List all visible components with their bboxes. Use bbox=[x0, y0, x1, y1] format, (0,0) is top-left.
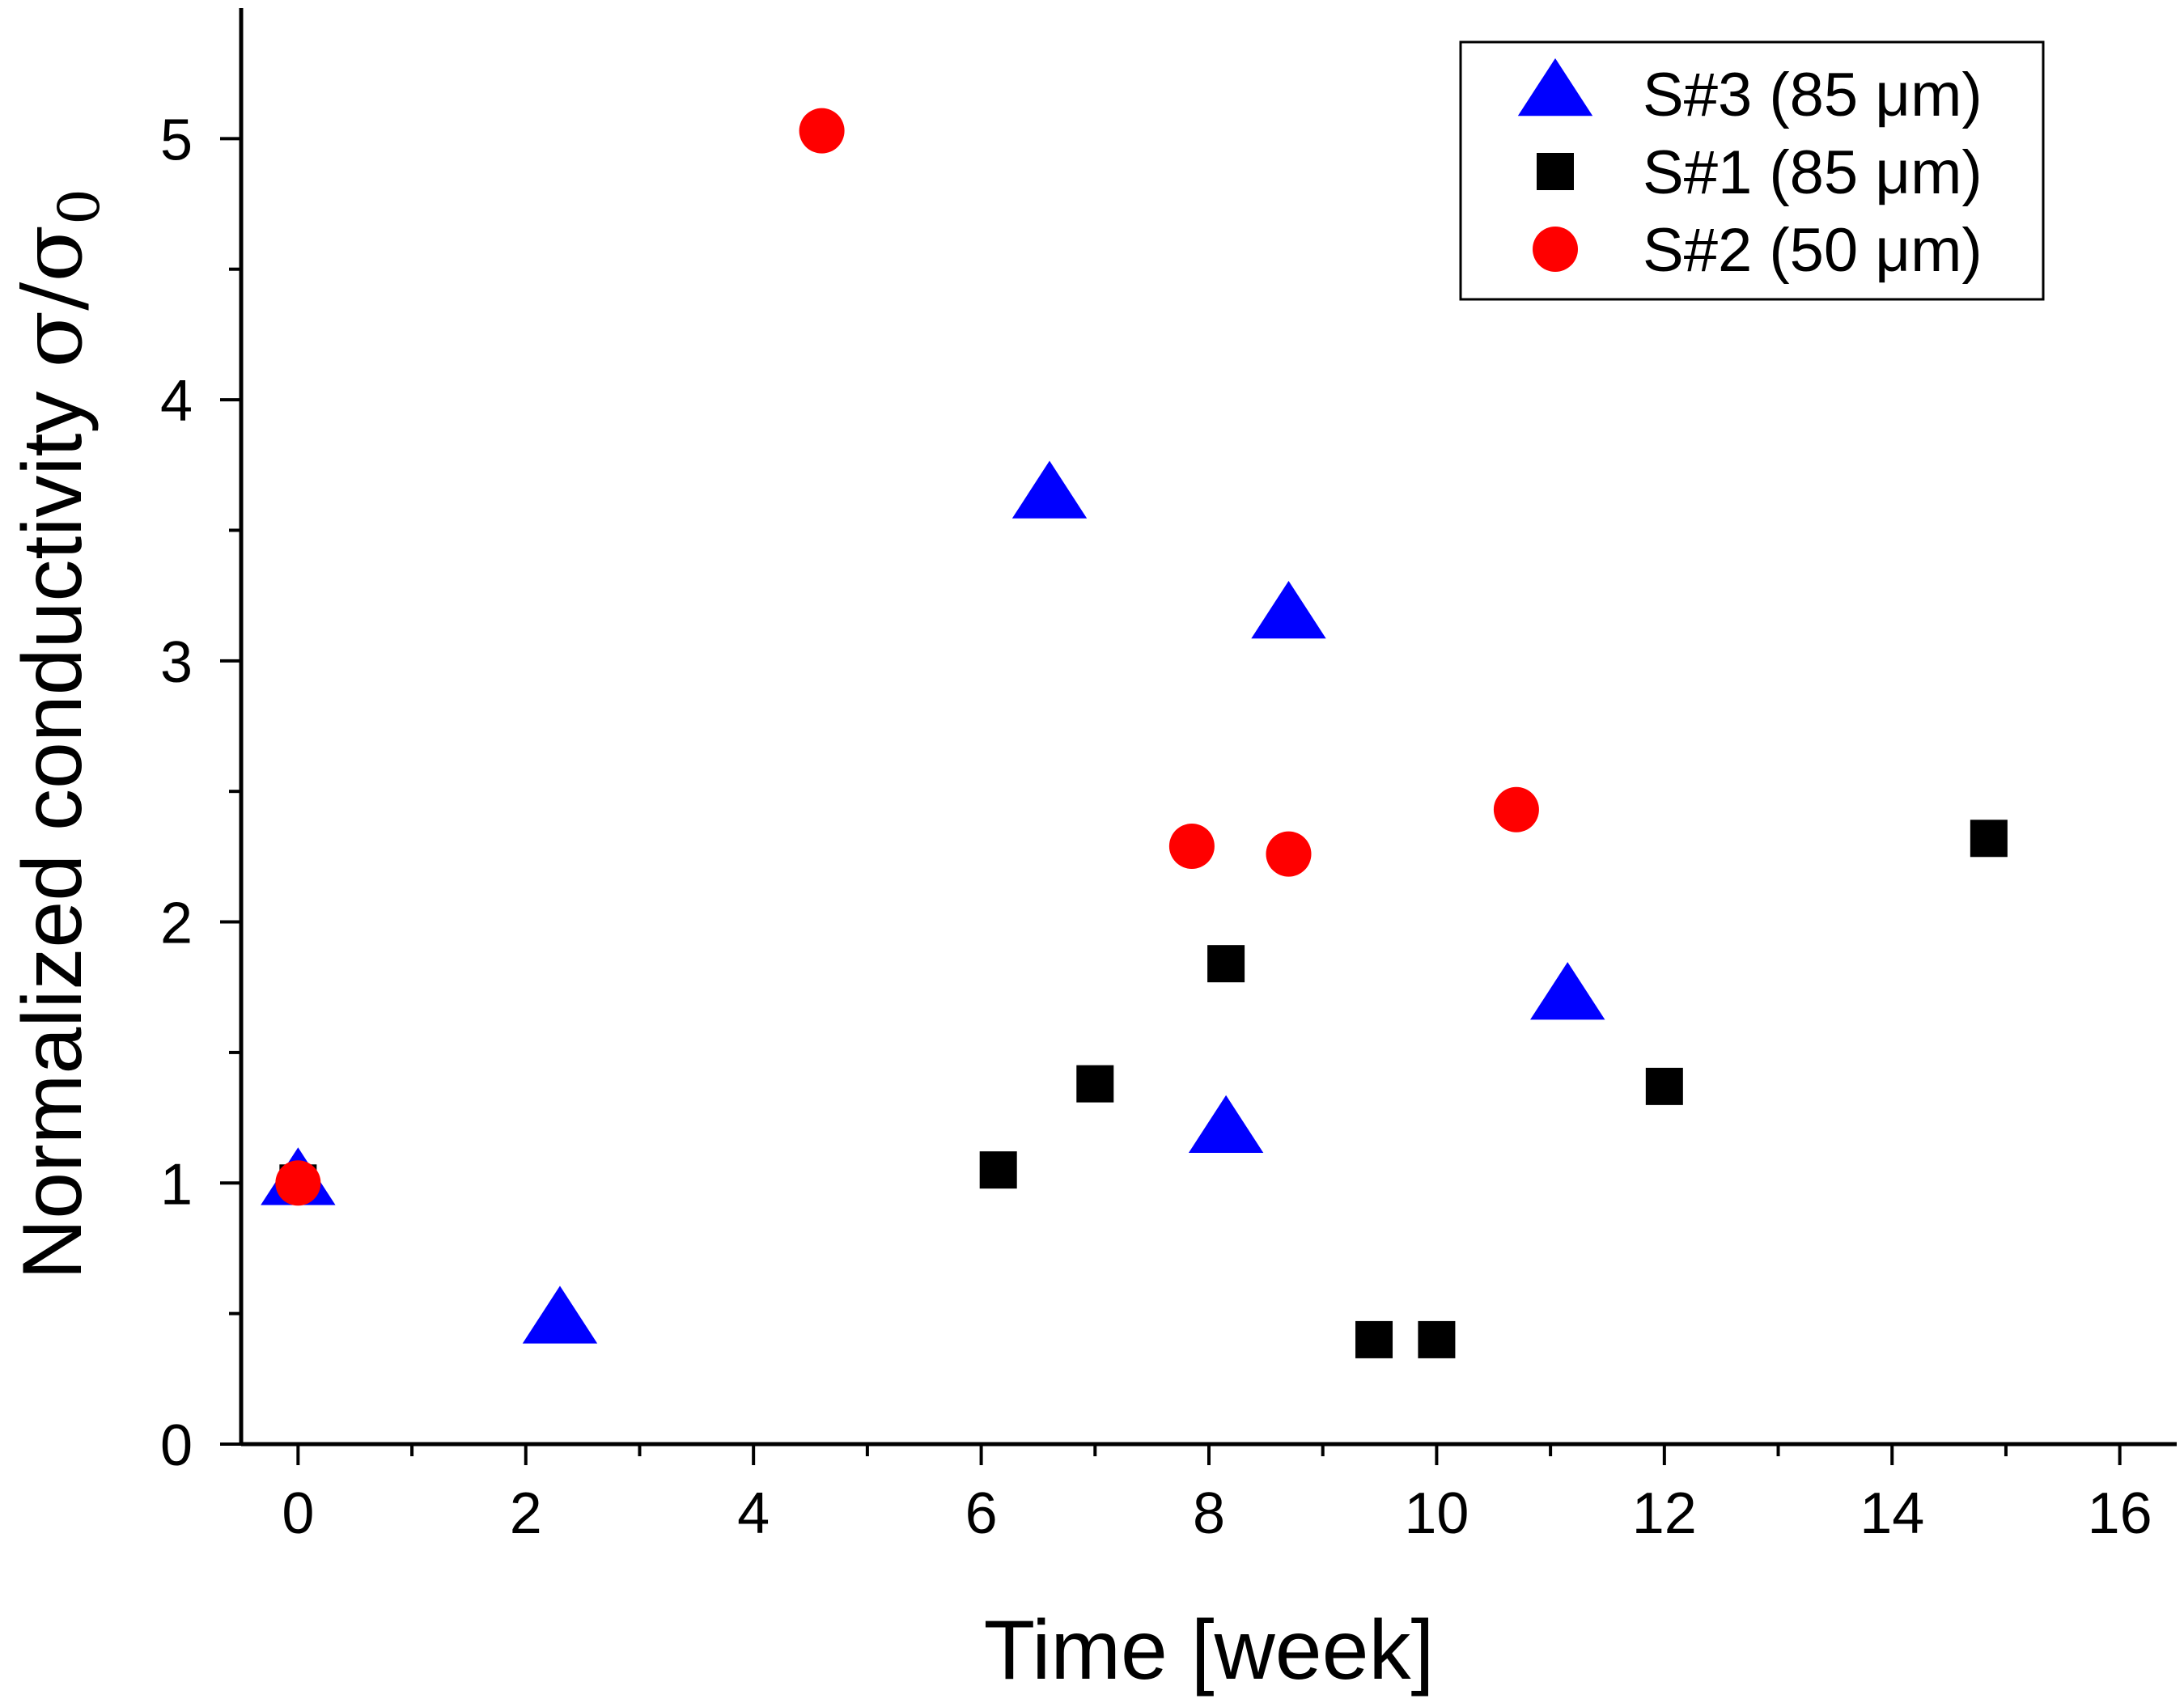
data-point-triangle bbox=[1530, 962, 1605, 1020]
data-point-square bbox=[1645, 1067, 1683, 1105]
data-point-triangle bbox=[1011, 460, 1088, 519]
data-points bbox=[261, 108, 2008, 1358]
x-tick-label: 16 bbox=[2088, 1481, 2152, 1546]
data-point-circle bbox=[1168, 823, 1215, 869]
x-axis-title: Time [week] bbox=[984, 1603, 1435, 1697]
data-point-circle bbox=[1266, 831, 1312, 877]
y-axis-title-main: Normalized conductivity bbox=[6, 368, 100, 1280]
legend-marker-circle bbox=[1533, 227, 1578, 272]
data-point-square bbox=[1418, 1320, 1456, 1358]
y-axis-title: Normalized conductivity σ/σ0 bbox=[2, 189, 112, 1280]
y-tick-label: 5 bbox=[160, 108, 193, 172]
legend-marker-triangle bbox=[1517, 58, 1593, 116]
x-tick-label: 6 bbox=[965, 1481, 998, 1546]
data-point-circle bbox=[799, 108, 845, 154]
data-point-circle bbox=[1493, 786, 1539, 832]
y-tick-label: 1 bbox=[160, 1152, 193, 1217]
x-tick-label: 12 bbox=[1632, 1481, 1697, 1546]
y-axis-title-math: σ/σ bbox=[2, 225, 101, 368]
x-tick-label: 10 bbox=[1404, 1481, 1469, 1546]
legend-label: S#1 (85 μm) bbox=[1643, 138, 1983, 207]
y-tick-label: 3 bbox=[160, 630, 193, 695]
data-point-triangle bbox=[1188, 1095, 1264, 1154]
data-point-square bbox=[1355, 1320, 1393, 1358]
data-point-square bbox=[1076, 1065, 1114, 1103]
legend: S#3 (85 μm) S#1 (85 μm) S#2 (50 μm) bbox=[1459, 40, 2045, 301]
x-tick-label: 2 bbox=[510, 1481, 542, 1546]
data-point-circle bbox=[275, 1160, 321, 1206]
x-tick-label: 0 bbox=[282, 1481, 314, 1546]
data-point-triangle bbox=[1251, 580, 1326, 639]
data-point-square bbox=[1207, 945, 1245, 983]
y-axis-title-subscript: 0 bbox=[46, 189, 112, 225]
data-point-square bbox=[1970, 820, 2008, 858]
x-tick-label: 14 bbox=[1860, 1481, 1924, 1546]
legend-label: S#2 (50 μm) bbox=[1643, 216, 1983, 285]
legend-label: S#3 (85 μm) bbox=[1643, 61, 1983, 129]
legend-marker-square bbox=[1537, 153, 1574, 190]
x-tick-label: 8 bbox=[1193, 1481, 1225, 1546]
x-tick-label: 4 bbox=[737, 1481, 770, 1546]
data-point-square bbox=[979, 1151, 1017, 1189]
y-tick-label: 0 bbox=[160, 1413, 193, 1478]
data-point-triangle bbox=[522, 1286, 598, 1344]
y-tick-label: 2 bbox=[160, 892, 193, 956]
y-tick-label: 4 bbox=[160, 369, 193, 434]
